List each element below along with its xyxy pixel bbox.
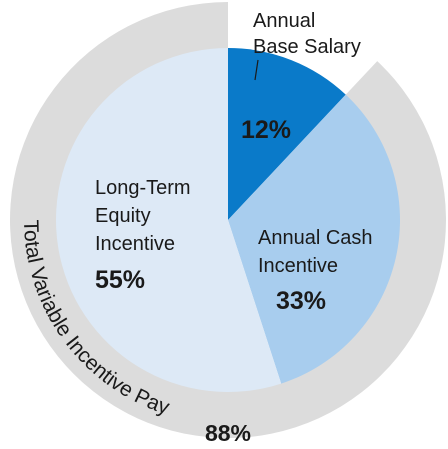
category-label: Base Salary xyxy=(253,36,361,58)
category-label: Annual Cash xyxy=(258,227,373,249)
category-label: Incentive xyxy=(95,233,175,255)
category-label: Equity xyxy=(95,205,151,227)
category-label: Incentive xyxy=(258,255,338,277)
leader-line xyxy=(254,59,259,81)
value-label: 33% xyxy=(276,287,326,315)
pie-slice xyxy=(228,48,346,220)
ring-value-label: 88% xyxy=(205,420,251,446)
pie-slice xyxy=(228,94,400,384)
pie-slice xyxy=(56,48,282,392)
category-label: Long-Term xyxy=(95,177,191,199)
value-label: 12% xyxy=(241,116,291,144)
category-label: Annual xyxy=(253,10,315,32)
value-label: 55% xyxy=(95,266,145,294)
